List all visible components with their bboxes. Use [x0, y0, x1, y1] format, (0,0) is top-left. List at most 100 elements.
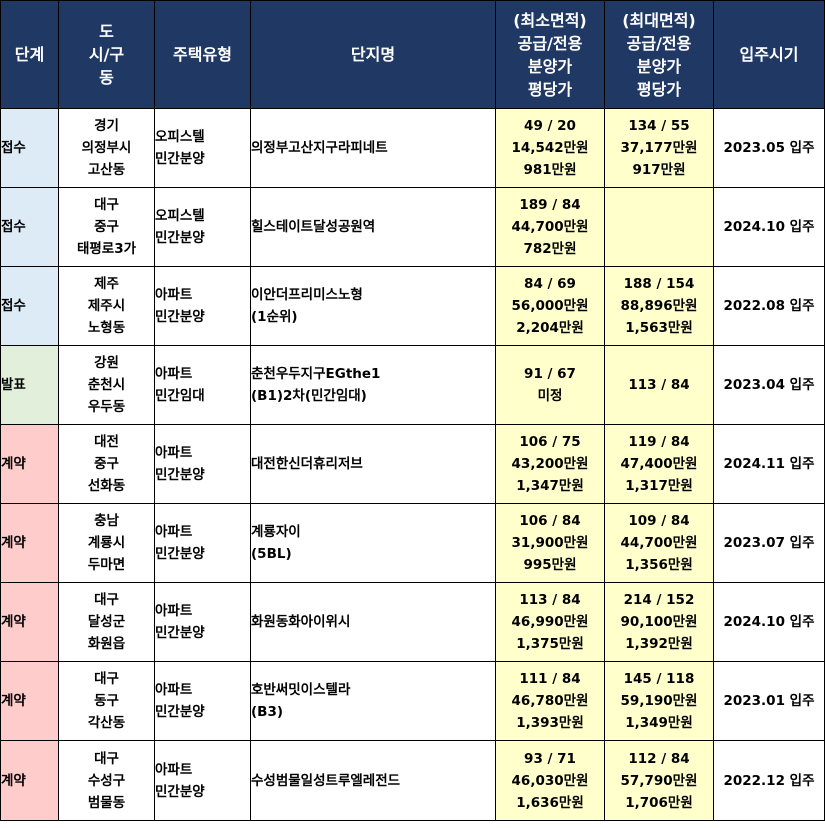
header-line: 공급/전용 [517, 33, 583, 53]
header-line: 평당가 [527, 79, 573, 99]
housing-type-cell-line: 아파트 [155, 445, 193, 461]
stage-cell: 접수 [0, 187, 59, 267]
header-line: 분양가 [636, 56, 682, 76]
complex-name-cell: 계룡자이 (5BL) [250, 503, 496, 583]
complex-name-cell-line: (1순위) [251, 309, 298, 325]
min-area-price-cell: 49 / 20 14,542만원 981만원 [495, 108, 605, 188]
stage-cell: 계약 [0, 661, 59, 741]
min-area-price-cell-line: 44,700만원 [511, 219, 589, 235]
min-area-price-cell-line: 113 / 84 [519, 592, 581, 608]
max-area-price-cell-line: 119 / 84 [628, 434, 690, 450]
region-cell: 강원 춘천시 우두동 [58, 345, 155, 425]
region-cell-line: 경기 [94, 118, 119, 134]
complex-name-cell-line: 이안더프리미스노형 [251, 287, 363, 303]
min-area-price-cell-line: 1,347만원 [516, 478, 584, 494]
min-area-price-cell-line: 106 / 84 [519, 513, 581, 529]
max-area-price-cell-line: 145 / 118 [623, 671, 695, 687]
header-complex-name: 단지명 [250, 0, 496, 109]
header-line: 입주시기 [739, 45, 799, 64]
max-area-price-cell-line: 1,706만원 [625, 794, 693, 811]
table-row: 접수 경기 의정부시 고산동 오피스텔 민간분양 의정부고산지구라피네트 49 / 20 14,… [0, 108, 825, 188]
move-in-date: 2022.12 입주 [723, 772, 815, 789]
table-row: 계약 대구 수성구 범물동 아파트 민간분양 수성범물일성트루엘레전드 93 / 71 46,0… [0, 740, 825, 821]
housing-type-cell-line: 민간분양 [155, 546, 205, 562]
complex-name-cell: 의정부고산지구라피네트 [250, 108, 496, 188]
min-area-price-cell-line: 84 / 69 [524, 276, 576, 292]
header-line: 분양가 [527, 56, 573, 76]
region-cell-line: 대전 [94, 434, 119, 450]
header-line: 단계 [14, 45, 45, 64]
move-in-date: 2024.10 입주 [723, 219, 815, 235]
complex-name-cell-line: 호반써밋이스텔라 [251, 682, 351, 698]
region-cell-line: 의정부시 [81, 140, 132, 156]
header-line: 평당가 [636, 79, 682, 99]
region-cell: 대전 중구 선화동 [58, 424, 155, 504]
table-row: 접수 대구 중구 태평로3가 오피스텔 민간분양 힐스테이트달성공원역 189 / 84 44,… [0, 187, 825, 267]
region-cell-line: 각산동 [87, 715, 126, 731]
region-cell: 대구 수성구 범물동 [58, 740, 155, 821]
min-area-price-cell-line: 782만원 [523, 241, 577, 257]
housing-type-cell-line: 아파트 [155, 682, 193, 698]
region-cell-line: 계룡시 [87, 535, 126, 551]
header-line: (최소면적) [513, 10, 587, 30]
housing-type-cell-line: 민간분양 [155, 151, 205, 167]
housing-type-cell-line: 민간분양 [155, 783, 205, 800]
housing-type-cell-line: 아파트 [155, 761, 193, 778]
table-row: 계약 대구 동구 각산동 아파트 민간분양 호반써밋이스텔라 (B3) 111 / 84 46,7… [0, 661, 825, 741]
min-area-price-cell-line: 1,375만원 [516, 636, 584, 652]
complex-name-cell-line: 춘천우두지구EGthe1 [251, 366, 381, 382]
region-cell-line: 충남 [94, 513, 119, 529]
housing-type-cell-line: 아파트 [155, 287, 193, 303]
complex-name-cell: 호반써밋이스텔라 (B3) [250, 661, 496, 741]
stage-cell: 접수 [0, 266, 59, 346]
region-cell-line: 대구 [94, 197, 119, 213]
stage-label: 접수 [1, 219, 26, 235]
max-area-price-cell: 145 / 118 59,190만원 1,349만원 [604, 661, 714, 741]
housing-type-cell-line: 오피스텔 [155, 208, 205, 224]
move-in-cell: 2022.08 입주 [713, 266, 825, 346]
complex-name-cell-line: 수성범물일성트루엘레전드 [251, 772, 401, 789]
min-area-price-cell-line: 995만원 [523, 557, 577, 573]
stage-cell: 계약 [0, 582, 59, 662]
stage-label: 계약 [1, 772, 26, 789]
table-body: 접수 경기 의정부시 고산동 오피스텔 민간분양 의정부고산지구라피네트 49 / 20 14,… [0, 108, 825, 821]
housing-type-cell-line: 민간분양 [155, 230, 205, 246]
max-area-price-cell-line: 47,400만원 [620, 456, 698, 472]
region-cell-line: 범물동 [87, 794, 126, 811]
stage-label: 계약 [1, 535, 26, 551]
stage-cell: 발표 [0, 345, 59, 425]
min-area-price-cell-line: 14,542만원 [511, 140, 589, 156]
region-cell: 대구 동구 각산동 [58, 661, 155, 741]
housing-type-cell-line: 민간분양 [155, 625, 205, 641]
stage-cell: 계약 [0, 424, 59, 504]
region-cell-line: 선화동 [87, 478, 126, 494]
max-area-price-cell: 134 / 55 37,177만원 917만원 [604, 108, 714, 188]
table-row: 접수 제주 제주시 노형동 아파트 민간분양 이안더프리미스노형 (1순위) 84 / 69 56… [0, 266, 825, 346]
housing-type-cell: 아파트 민간분양 [154, 266, 251, 346]
housing-type-cell: 아파트 민간임대 [154, 345, 251, 425]
header-line: (최대면적) [622, 10, 696, 30]
stage-label: 접수 [1, 298, 26, 314]
region-cell-line: 동구 [94, 693, 119, 709]
move-in-cell: 2023.05 입주 [713, 108, 825, 188]
max-area-price-cell-line: 37,177만원 [620, 140, 698, 156]
move-in-date: 2023.04 입주 [723, 377, 815, 393]
region-cell-line: 대구 [94, 592, 119, 608]
header-housing-type: 주택유형 [154, 0, 251, 109]
header-region: 도 시/구 동 [58, 0, 155, 109]
housing-type-cell-line: 오피스텔 [155, 129, 205, 145]
housing-type-cell-line: 민간분양 [155, 467, 205, 483]
region-cell-line: 강원 [94, 355, 119, 371]
min-area-price-cell-line: 46,780만원 [511, 693, 589, 709]
min-area-price-cell-line: 106 / 75 [519, 434, 581, 450]
move-in-date: 2023.01 입주 [723, 693, 815, 709]
table-row: 계약 충남 계룡시 두마면 아파트 민간분양 계룡자이 (5BL) 106 / 84 31,900… [0, 503, 825, 583]
stage-cell: 계약 [0, 740, 59, 821]
header-line: 주택유형 [173, 45, 232, 64]
